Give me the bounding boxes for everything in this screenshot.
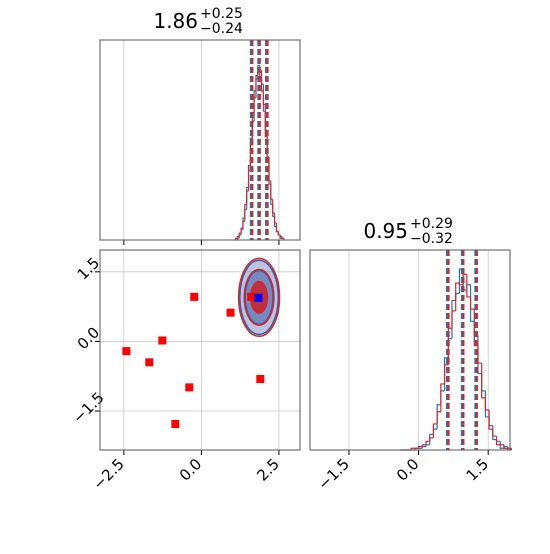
histogram-step [432,423,438,438]
histogram-step [253,97,256,113]
histogram-step [240,227,243,234]
histogram-step [481,363,486,399]
histogram-step [477,345,482,364]
scatter-point [247,292,256,301]
histogram-step [277,231,281,236]
histogram-step [262,90,266,106]
scatter-point [185,383,194,392]
histogram-step [440,383,445,412]
histogram-step [238,232,242,237]
histogram-step [279,234,283,238]
histogram-step [272,199,275,217]
scatter-point [256,375,265,384]
axes-frame [99,39,301,241]
histogram-step [469,296,475,310]
histogram-step [451,310,456,329]
histogram-step [247,164,251,191]
scatter-point [226,308,235,317]
histogram-step [417,445,423,449]
histogram-step [264,104,268,138]
title-value: 0.95 [363,219,408,243]
histogram-step [273,216,277,224]
truth-point [254,293,263,302]
histogram-step [488,410,493,430]
scatter-point [145,358,154,367]
histogram-step [236,236,240,239]
histogram-step [270,184,273,200]
contour [237,257,281,338]
histogram-step [268,156,271,185]
axes-frame [309,249,511,451]
histogram-step [281,236,284,239]
histogram-step [246,190,249,205]
histogram-step [492,429,497,437]
histogram-step [255,74,258,98]
scatter-point [190,292,199,301]
histogram-step [244,203,247,222]
histogram-step [499,441,504,449]
histogram-step [410,447,415,450]
histogram-step [260,70,264,92]
histogram-step [436,411,441,424]
histogram-step [443,364,449,384]
title-value: 1.86 [153,9,198,33]
histogram-step [249,144,253,166]
histogram-step [503,444,508,449]
title-plus: +0.25 [200,6,243,22]
histogram-step [242,220,245,229]
histogram-step [455,282,460,311]
histogram-step [429,433,434,445]
histogram-step [275,223,279,233]
histogram-step [234,237,238,240]
axes-frame [99,249,301,451]
title-minus: −0.24 [200,21,243,37]
histogram-step [466,274,471,298]
title-plus: +0.29 [410,216,453,232]
histogram-step [495,436,501,446]
histogram-step [458,283,464,286]
scatter-point [158,336,167,345]
scatter-point [122,347,131,356]
histogram-step [484,397,490,411]
contour [243,268,275,326]
histogram-step [425,440,430,447]
scatter-point [171,420,180,429]
title-minus: −0.32 [410,231,453,247]
histogram-step [429,437,434,442]
